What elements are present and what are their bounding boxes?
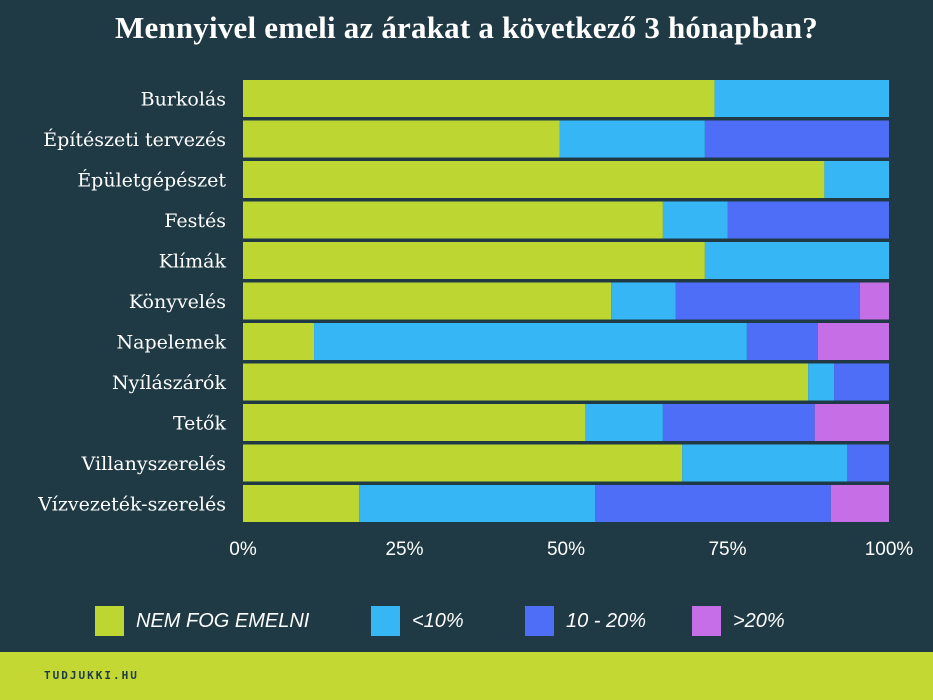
- bar-segment: [243, 444, 683, 482]
- footer-bar: TUDJUKKI.HU: [0, 652, 933, 700]
- bar-segment: [243, 363, 809, 401]
- bar-segment: [559, 120, 705, 158]
- category-label: Festés: [164, 210, 226, 232]
- bar-segment: [662, 201, 728, 239]
- bar-segment: [714, 80, 889, 117]
- category-label: Vízvezeték-szerelés: [37, 494, 226, 516]
- legend-swatch: [371, 606, 400, 636]
- bar-segment: [585, 404, 663, 441]
- bar-segment: [847, 444, 889, 482]
- bar-segment: [243, 282, 612, 320]
- legend-swatch: [525, 606, 554, 636]
- bar-segment: [243, 80, 715, 117]
- bar-segment: [243, 120, 560, 158]
- bar-segment: [682, 444, 848, 482]
- legend-label: NEM FOG EMELNI: [136, 609, 310, 632]
- legend-label: >20%: [733, 609, 785, 632]
- stacked-bar-chart: Burkolás Építészeti tervezés Épületgépésze…: [37, 80, 914, 560]
- category-label: Épületgépészet: [77, 169, 226, 192]
- x-tick-label: 75%: [708, 539, 746, 560]
- bar-segment: [662, 404, 815, 441]
- category-label: Napelemek: [117, 332, 227, 354]
- legend-swatch: [95, 606, 124, 636]
- x-tick-label: 100%: [865, 539, 914, 560]
- x-tick-label: 0%: [229, 539, 257, 560]
- bar-segment: [243, 323, 315, 360]
- bar-segment: [746, 323, 818, 360]
- bar-segment: [814, 404, 889, 441]
- category-label: Klímák: [159, 251, 227, 273]
- category-label: Burkolás: [141, 89, 226, 111]
- category-label: Villanyszerelés: [81, 453, 226, 475]
- bar-segment: [834, 363, 889, 401]
- bar-segment: [243, 485, 360, 522]
- category-label: Tetők: [173, 413, 227, 435]
- bar-segment: [675, 282, 860, 320]
- legend-swatch: [692, 606, 721, 636]
- bar-segment: [824, 161, 889, 198]
- x-tick-label: 50%: [547, 539, 585, 560]
- category-label: Építészeti tervezés: [43, 128, 226, 151]
- bar-segment: [243, 404, 586, 441]
- legend-item-under-10: <10%: [371, 605, 464, 637]
- legend-item-over-20: >20%: [692, 605, 785, 637]
- bar-segment: [359, 485, 596, 522]
- x-tick-label: 25%: [385, 539, 423, 560]
- bar-segment: [243, 201, 663, 239]
- category-label: Könyvelés: [129, 291, 226, 313]
- bar-segment: [808, 363, 835, 401]
- footer-brand: TUDJUKKI.HU: [44, 669, 139, 682]
- bar-segment: [727, 201, 889, 239]
- bar-segment: [243, 161, 825, 198]
- bar-segment: [830, 485, 889, 522]
- bar-segment: [859, 282, 889, 320]
- bar-segment: [817, 323, 889, 360]
- chart-title: Mennyivel emeli az árakat a következő 3 …: [115, 10, 818, 45]
- legend-item-nem-fog-emelni: NEM FOG EMELNI: [95, 605, 309, 637]
- legend-item-10-20: 10 - 20%: [525, 605, 646, 637]
- bar-segment: [704, 242, 889, 279]
- bar-segment: [611, 282, 676, 320]
- legend-label: <10%: [412, 609, 464, 632]
- category-label: Nyílászárók: [112, 372, 226, 394]
- bar-segment: [704, 120, 889, 158]
- legend-label: 10 - 20%: [566, 609, 647, 632]
- bar-segment: [314, 323, 747, 360]
- bar-segment: [595, 485, 831, 522]
- bar-segment: [243, 242, 705, 279]
